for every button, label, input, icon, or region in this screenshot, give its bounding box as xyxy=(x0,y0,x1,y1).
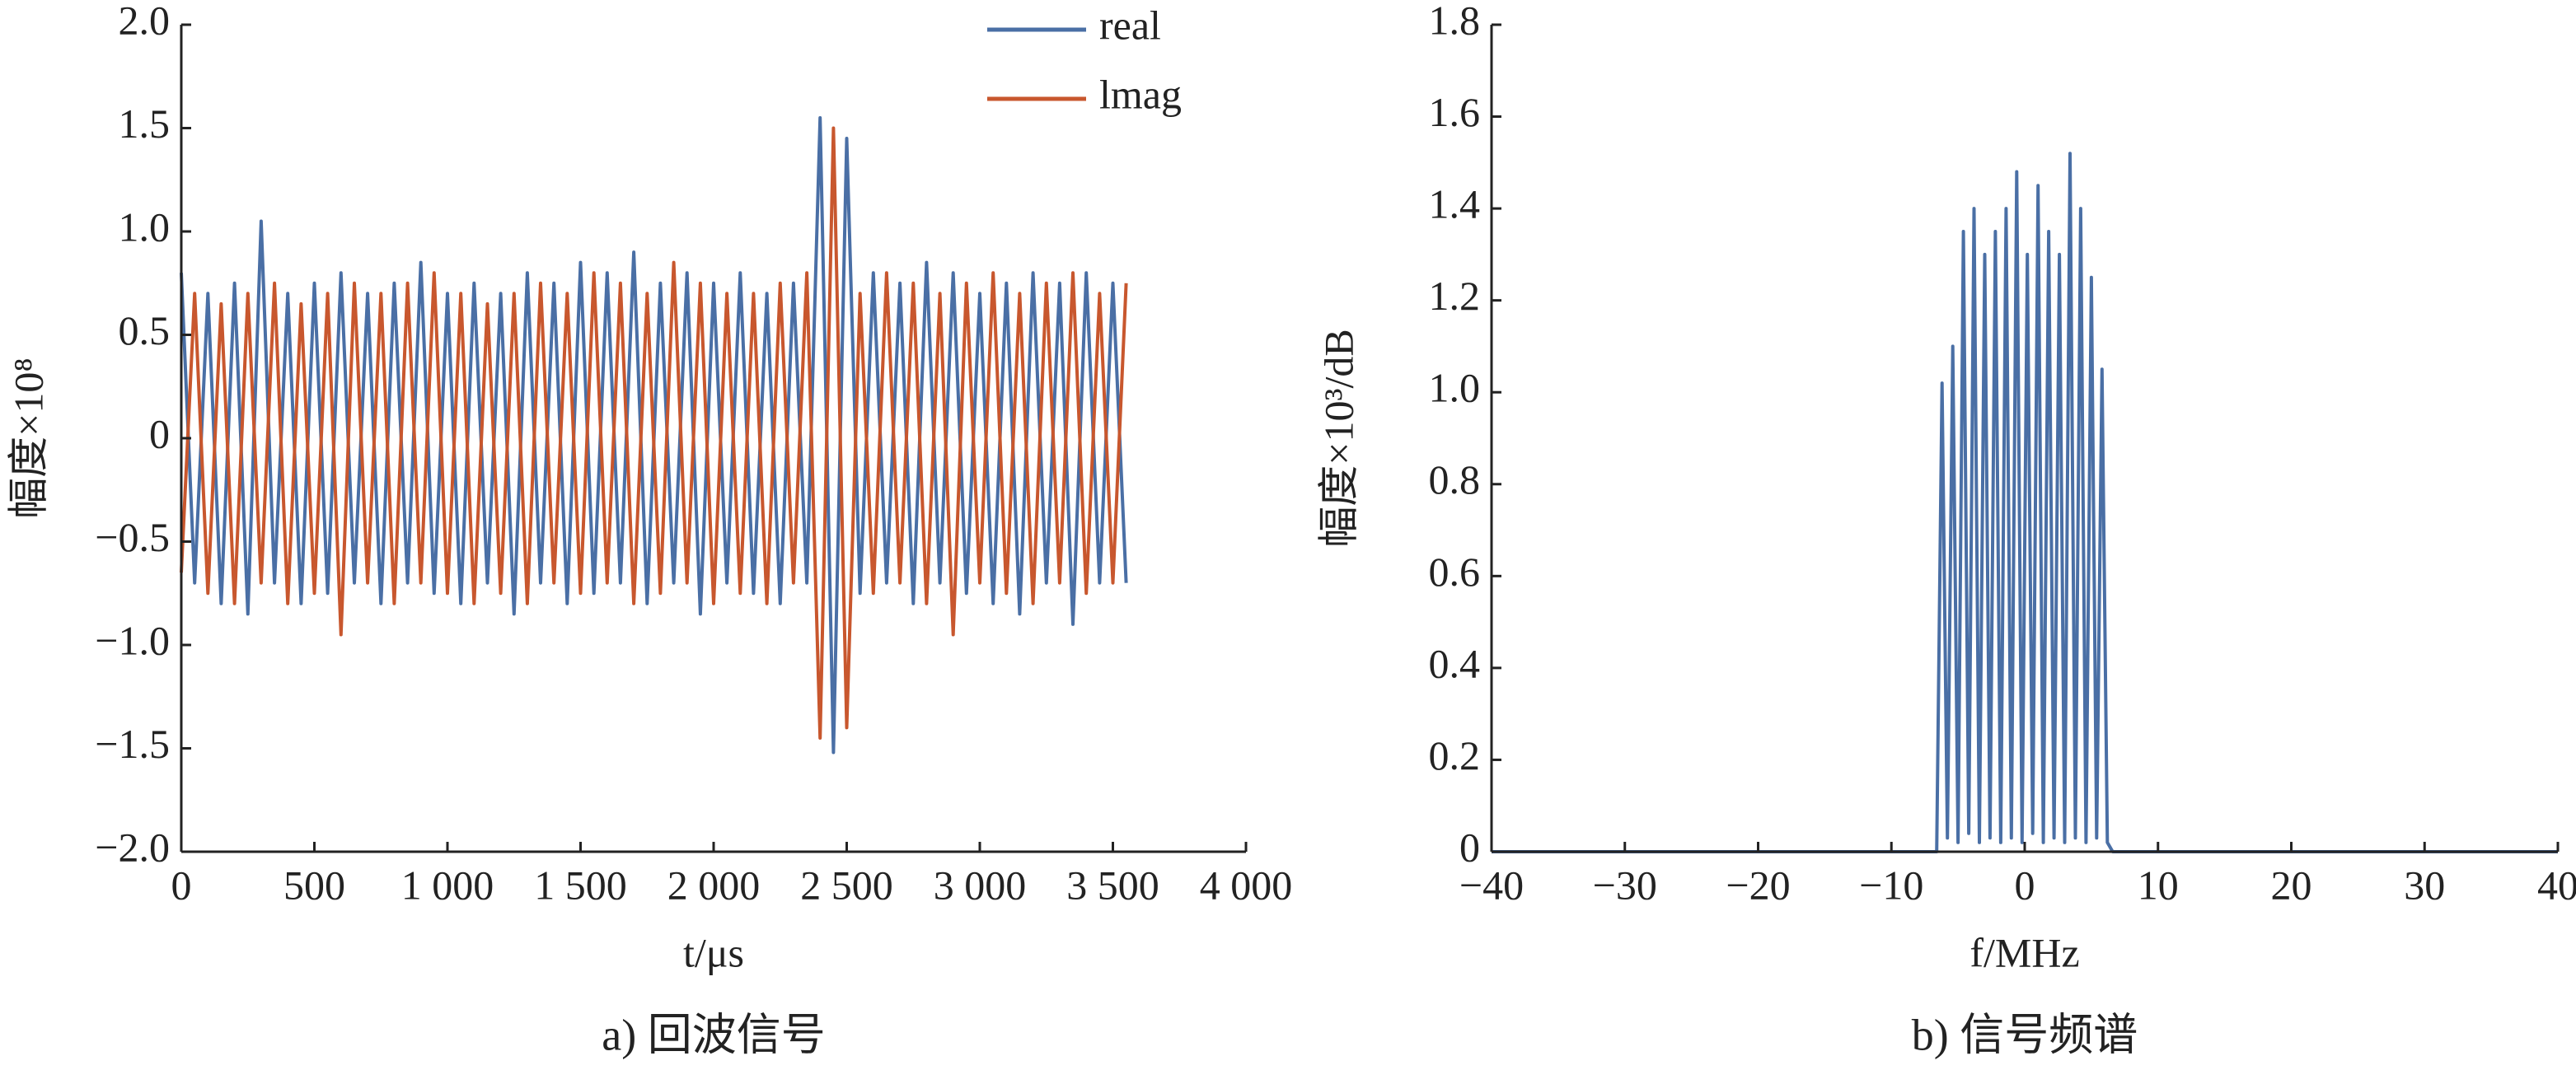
x-tick-label: 10 xyxy=(2138,862,2179,908)
y-tick-label: 1.0 xyxy=(1429,365,1481,411)
legend-label: real xyxy=(1099,2,1161,48)
y-tick-label: 1.8 xyxy=(1429,0,1481,43)
x-tick-label: 1 500 xyxy=(534,862,627,908)
y-tick-label: −2.0 xyxy=(95,824,170,870)
x-tick-label: 3 000 xyxy=(934,862,1027,908)
x-tick-label: 4 000 xyxy=(1200,862,1293,908)
y-tick-label: −1.5 xyxy=(95,721,170,767)
x-tick-label: 500 xyxy=(283,862,345,908)
x-tick-label: 1 000 xyxy=(401,862,494,908)
y-axis-label: 幅度×10⁸ xyxy=(5,357,51,519)
x-tick-label: 0 xyxy=(171,862,192,908)
x-tick-label: 20 xyxy=(2271,862,2312,908)
y-tick-label: −1.0 xyxy=(95,617,170,663)
series-line xyxy=(1492,152,2558,853)
y-tick-label: 1.5 xyxy=(119,100,171,147)
series-line xyxy=(180,126,1128,740)
caption: a) 回波信号 xyxy=(602,1010,825,1059)
y-tick-label: 0.4 xyxy=(1429,640,1481,686)
x-tick-label: −40 xyxy=(1459,862,1524,908)
y-tick-label: 0.5 xyxy=(119,307,171,353)
x-axis-label: f/MHz xyxy=(1969,929,2079,975)
legend-label: lmag xyxy=(1099,71,1182,117)
y-tick-label: 0.6 xyxy=(1429,549,1481,595)
y-tick-label: 1.0 xyxy=(119,203,171,250)
x-tick-label: 2 000 xyxy=(667,862,761,908)
y-tick-label: 1.2 xyxy=(1429,273,1481,319)
y-tick-label: 1.6 xyxy=(1429,89,1481,135)
x-tick-label: 0 xyxy=(2015,862,2035,908)
x-tick-label: 40 xyxy=(2537,862,2576,908)
y-tick-label: −0.5 xyxy=(95,514,170,560)
y-tick-label: 0 xyxy=(149,410,170,456)
x-tick-label: −10 xyxy=(1859,862,1923,908)
caption: b) 信号频谱 xyxy=(1912,1010,2138,1059)
y-tick-label: 0 xyxy=(1459,824,1480,870)
y-tick-label: 0.8 xyxy=(1429,456,1481,502)
x-axis-label: t/μs xyxy=(683,929,744,975)
x-tick-label: −20 xyxy=(1726,862,1790,908)
x-tick-label: 30 xyxy=(2404,862,2445,908)
y-tick-label: 1.4 xyxy=(1429,181,1481,227)
x-tick-label: 3 500 xyxy=(1066,862,1159,908)
x-tick-label: 2 500 xyxy=(800,862,893,908)
y-axis-label: 幅度×10³/dB xyxy=(1315,329,1361,547)
y-tick-label: 0.2 xyxy=(1429,732,1481,778)
x-tick-label: −30 xyxy=(1593,862,1657,908)
y-tick-label: 2.0 xyxy=(119,0,171,43)
